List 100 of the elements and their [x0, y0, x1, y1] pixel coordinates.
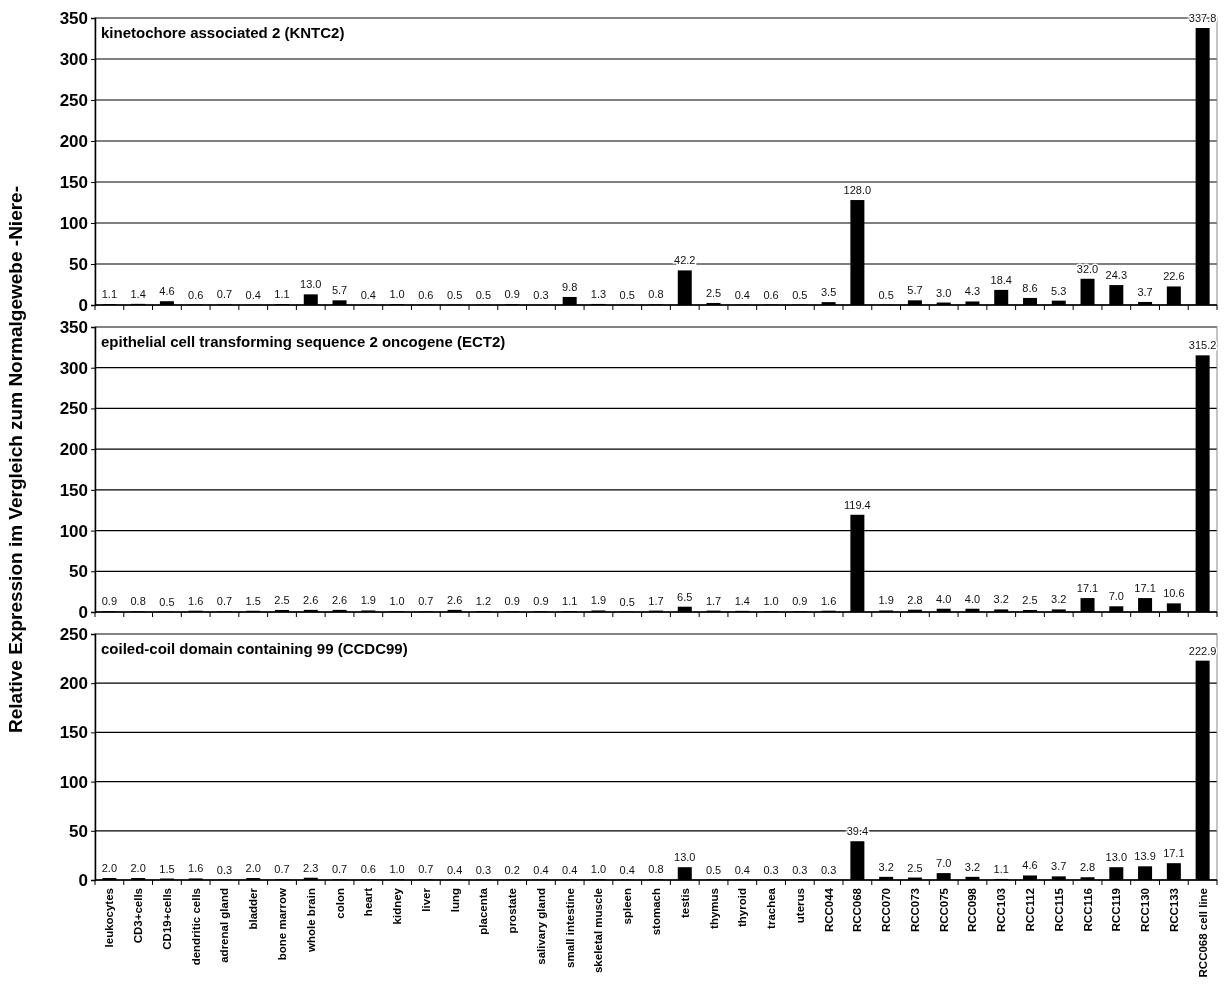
data-label: 0.5 — [446, 288, 463, 301]
data-label: 1.3 — [590, 287, 607, 300]
data-label: 4.0 — [964, 592, 981, 605]
x-tick-label: CD3+cells — [132, 888, 145, 944]
x-tick-label: lung — [448, 888, 461, 913]
data-label: 10.6 — [1163, 587, 1185, 600]
data-label: 13.0 — [674, 851, 696, 864]
x-tick-label: adrenal gland — [218, 888, 231, 963]
data-label: 0.6 — [360, 863, 376, 876]
data-label: 0.8 — [648, 288, 664, 301]
data-label: 1.0 — [389, 288, 405, 301]
x-tick-label: RCC068 — [851, 887, 864, 933]
data-label: 5.3 — [1051, 284, 1067, 297]
data-label: 0.8 — [648, 863, 664, 876]
data-label: 4.6 — [159, 285, 175, 298]
data-label: 2.8 — [1079, 861, 1096, 874]
data-label: 1.9 — [878, 594, 894, 607]
data-label: 2.5 — [907, 861, 923, 874]
data-label: 0.5 — [159, 595, 175, 608]
data-label: 0.9 — [101, 595, 118, 608]
y-tick-label: 50 — [69, 562, 88, 582]
y-tick-label: 250 — [59, 624, 88, 644]
data-label: 3.7 — [1137, 285, 1153, 298]
data-label: 13.9 — [1134, 850, 1156, 863]
data-label: 2.0 — [245, 862, 261, 875]
data-label: 0.4 — [446, 863, 463, 876]
data-label: 42.2 — [674, 254, 696, 267]
x-tick-label: bone marrow — [276, 887, 288, 961]
x-tick-label: small intestine — [563, 888, 576, 968]
x-tick-label: spleen — [621, 888, 634, 925]
x-tick-label: RCC103 — [995, 888, 1008, 933]
data-label: 7.0 — [1108, 590, 1124, 603]
data-label: 1.4 — [734, 594, 750, 607]
data-label: 0.5 — [792, 288, 808, 301]
data-label: 8.6 — [1022, 281, 1038, 294]
data-label: 0.5 — [619, 288, 635, 301]
data-label: 2.5 — [705, 286, 722, 299]
data-label: 0.4 — [734, 863, 750, 876]
data-label: 0.4 — [533, 863, 549, 876]
data-label: 337.8 — [1188, 12, 1217, 24]
data-label: 0.6 — [418, 288, 434, 301]
x-tick-label: testis — [678, 888, 691, 919]
chart-title: epithelial cell transforming sequence 2 oncogene (ECT2) — [101, 333, 506, 350]
data-label: 0.4 — [619, 863, 635, 876]
data-label: 3.2 — [993, 593, 1009, 606]
y-tick-label: 300 — [59, 358, 88, 378]
data-label: 5.7 — [907, 284, 923, 297]
data-label: 0.7 — [418, 863, 434, 876]
data-label: 3.5 — [820, 286, 837, 299]
data-label: 0.7 — [274, 863, 290, 876]
data-label: 2.0 — [101, 862, 118, 875]
x-tick-label: kidney — [391, 887, 404, 925]
data-label: 0.7 — [216, 595, 233, 608]
data-label: 4.0 — [936, 592, 952, 605]
x-tick-label: RCC130 — [1139, 888, 1152, 933]
y-tick-label: 150 — [59, 723, 88, 743]
x-tick-label: RCC044 — [822, 887, 835, 933]
data-label: 0.2 — [504, 863, 520, 876]
y-tick-label: 200 — [59, 440, 88, 460]
x-tick-label: colon — [333, 888, 346, 919]
y-tick-label: 350 — [59, 317, 88, 337]
x-tick-label: bladder — [247, 887, 260, 930]
data-label: 1.1 — [993, 862, 1009, 875]
data-label: 22.6 — [1163, 270, 1185, 283]
x-tick-label: dendritic cells — [189, 888, 202, 966]
y-tick-label: 50 — [69, 254, 88, 274]
x-tick-label: RCC075 — [937, 887, 950, 933]
data-label: 1.1 — [562, 595, 578, 608]
data-label: 0.5 — [705, 863, 722, 876]
x-tick-label: RCC070 — [880, 888, 893, 933]
y-tick-label: 350 — [59, 8, 88, 28]
data-label: 0.3 — [763, 863, 779, 876]
y-tick-label: 100 — [59, 772, 88, 792]
data-label: 4.6 — [1022, 859, 1038, 872]
x-tick-label: prostate — [506, 888, 519, 934]
data-label: 3.7 — [1051, 860, 1067, 873]
chart-title: kinetochore associated 2 (KNTC2) — [101, 24, 345, 41]
data-label: 1.6 — [820, 594, 837, 607]
chart-title: coiled-coil domain containing 99 (CCDC99) — [101, 640, 408, 657]
data-label: 0.4 — [360, 288, 376, 301]
y-axis-title: Relative Expression im Vergleich zum Normalgewebe -Niere- — [5, 186, 26, 733]
x-tick-label: RCC133 — [1167, 888, 1180, 933]
data-label: 0.9 — [504, 595, 520, 608]
y-tick-label: 150 — [59, 480, 88, 500]
data-label: 0.3 — [820, 863, 837, 876]
data-label: 2.0 — [130, 862, 146, 875]
data-label: 0.7 — [331, 863, 348, 876]
data-label: 5.7 — [331, 284, 348, 297]
data-label: 0.3 — [533, 288, 549, 301]
y-tick-label: 200 — [59, 131, 88, 151]
data-label: 1.0 — [590, 863, 607, 876]
data-label: 9.8 — [562, 280, 578, 293]
y-tick-label: 200 — [59, 674, 88, 694]
data-label: 119.4 — [844, 498, 871, 511]
data-label: 18.4 — [990, 273, 1012, 286]
data-label: 1.6 — [188, 862, 204, 875]
data-label: 1.5 — [245, 594, 261, 607]
data-label: 0.4 — [245, 288, 261, 301]
data-label: 3.2 — [878, 860, 894, 873]
data-label: 0.9 — [504, 288, 520, 301]
